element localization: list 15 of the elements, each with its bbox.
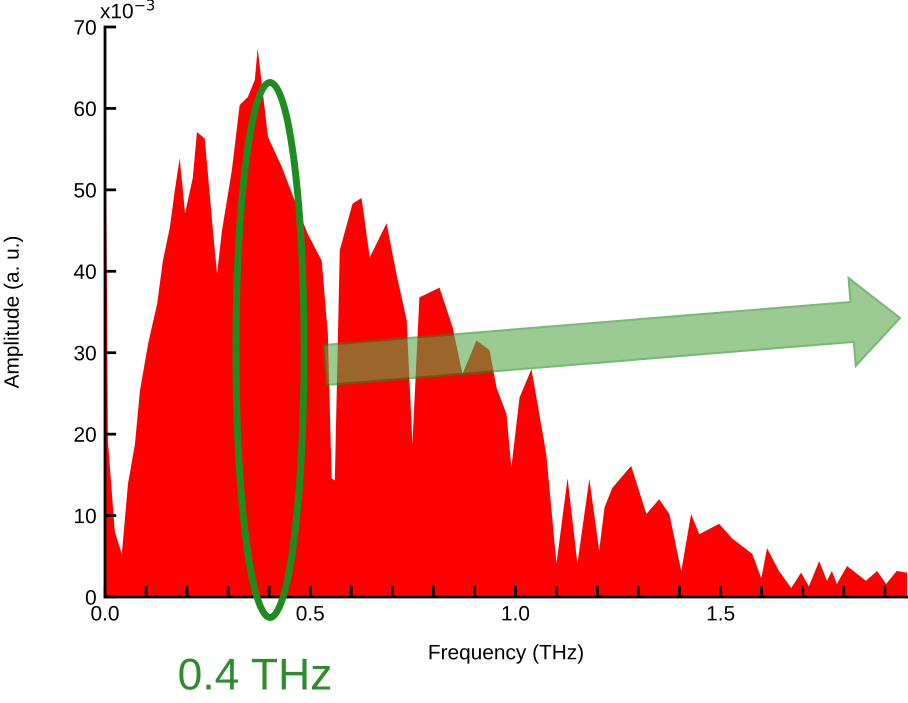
text: 0.4 THz <box>179 658 330 690</box>
x-tick-label: 1.5 <box>708 606 734 621</box>
y-tick-label: 40 <box>74 264 96 280</box>
x-tick-label: 0.5 <box>296 606 324 621</box>
y-tick-label: 20 <box>74 427 96 442</box>
y-tick-label: 60 <box>74 101 96 116</box>
y-tick-label: 0 <box>86 590 96 605</box>
y-tick-label: 70 <box>74 20 96 35</box>
x-axis-title: Frequency (THz) <box>430 644 583 664</box>
y-tick-label: 50 <box>74 182 96 198</box>
y-tick-label: 10 <box>75 508 96 524</box>
x-tick-label: 1.0 <box>502 606 530 621</box>
y-tick-label: 30 <box>74 346 96 360</box>
x-tick-label: 0.0 <box>91 606 119 621</box>
y-axis-title: Amplitude (a. u.) <box>4 236 23 388</box>
